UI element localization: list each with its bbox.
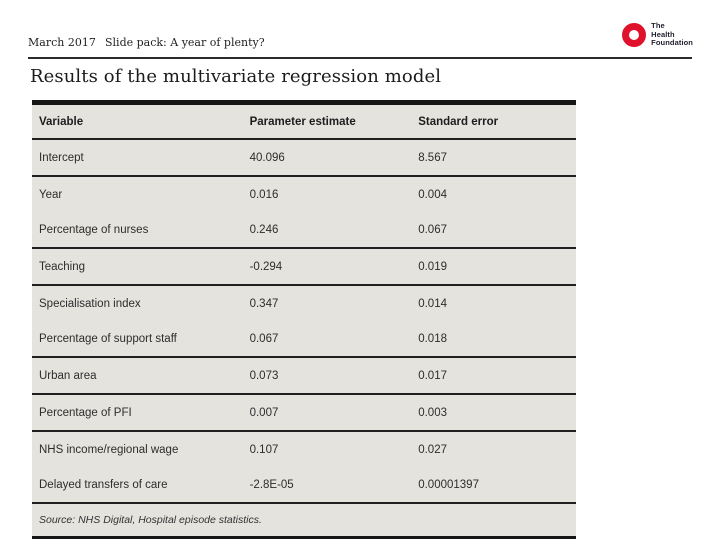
variable-cell: Delayed transfers of care	[39, 478, 168, 491]
header-date: March 2017	[28, 36, 96, 49]
logo-line-1: The	[651, 21, 665, 30]
standard-error-cell: 0.014	[418, 297, 447, 310]
table-row: Year 0.016 0.004	[32, 177, 576, 212]
parameter-estimate-cell: 0.007	[249, 406, 279, 419]
parameter-estimate-cell: 0.067	[249, 332, 279, 345]
standard-error-cell: 0.067	[418, 223, 447, 236]
logo-line-3: Foundation	[651, 38, 693, 47]
table-body: Intercept 40.096 8.567 Year 0.016 0.004 …	[32, 140, 576, 504]
table-row: Specialisation index 0.347 0.014	[32, 286, 576, 321]
table-row: Percentage of PFI 0.007 0.003	[32, 395, 576, 432]
table-row: Percentage of support staff 0.067 0.018	[32, 321, 576, 358]
parameter-estimate-cell: 0.107	[249, 443, 279, 456]
parameter-estimate-cell: -2.8E-05	[249, 478, 294, 491]
table-row: Intercept 40.096 8.567	[32, 140, 576, 177]
column-header-parameter-estimate: Parameter estimate	[249, 115, 356, 128]
standard-error-cell: 0.017	[418, 369, 447, 382]
variable-cell: Intercept	[39, 151, 84, 164]
logo-text: The Health Foundation	[651, 21, 693, 48]
table-row: NHS income/regional wage 0.107 0.027	[32, 432, 576, 467]
table-row: Delayed transfers of care -2.8E-05 0.000…	[32, 467, 576, 504]
variable-cell: Teaching	[39, 260, 86, 273]
health-foundation-logo: The Health Foundation	[622, 21, 693, 48]
parameter-estimate-cell: 0.016	[249, 188, 279, 201]
logo-ring-icon	[622, 22, 647, 47]
column-header-variable: Variable	[39, 115, 84, 128]
source-note: Source: NHS Digital, Hospital episode st…	[39, 514, 262, 526]
table-row: Percentage of nurses 0.246 0.067	[32, 212, 576, 249]
parameter-estimate-cell: 0.073	[249, 369, 279, 382]
slide-pack-title: Slide pack: A year of plenty?	[105, 36, 265, 49]
standard-error-cell: 0.027	[418, 443, 447, 456]
variable-cell: Urban area	[39, 369, 97, 382]
standard-error-cell: 0.018	[418, 332, 447, 345]
variable-cell: NHS income/regional wage	[39, 443, 179, 456]
parameter-estimate-cell: 0.246	[249, 223, 279, 236]
parameter-estimate-cell: 0.347	[249, 297, 279, 310]
logo-line-2: Health	[651, 29, 675, 39]
standard-error-cell: 8.567	[418, 151, 447, 164]
standard-error-cell: 0.019	[418, 260, 447, 273]
column-header-standard-error: Standard error	[418, 115, 499, 128]
table-row: Teaching -0.294 0.019	[32, 249, 576, 286]
parameter-estimate-cell: -0.294	[249, 260, 283, 273]
standard-error-cell: 0.003	[418, 406, 447, 419]
page-title: Results of the multivariate regression m…	[30, 66, 442, 87]
variable-cell: Percentage of PFI	[39, 406, 132, 419]
variable-cell: Specialisation index	[39, 297, 141, 310]
table-header-row: Variable Parameter estimate Standard err…	[32, 105, 576, 140]
parameter-estimate-cell: 40.096	[249, 151, 285, 164]
standard-error-cell: 0.00001397	[418, 478, 479, 491]
table-row: Urban area 0.073 0.017	[32, 358, 576, 395]
header-divider	[28, 57, 692, 59]
standard-error-cell: 0.004	[418, 188, 447, 201]
regression-table: Variable Parameter estimate Standard err…	[32, 100, 576, 539]
variable-cell: Year	[39, 188, 63, 201]
variable-cell: Percentage of support staff	[39, 332, 177, 345]
variable-cell: Percentage of nurses	[39, 223, 149, 236]
